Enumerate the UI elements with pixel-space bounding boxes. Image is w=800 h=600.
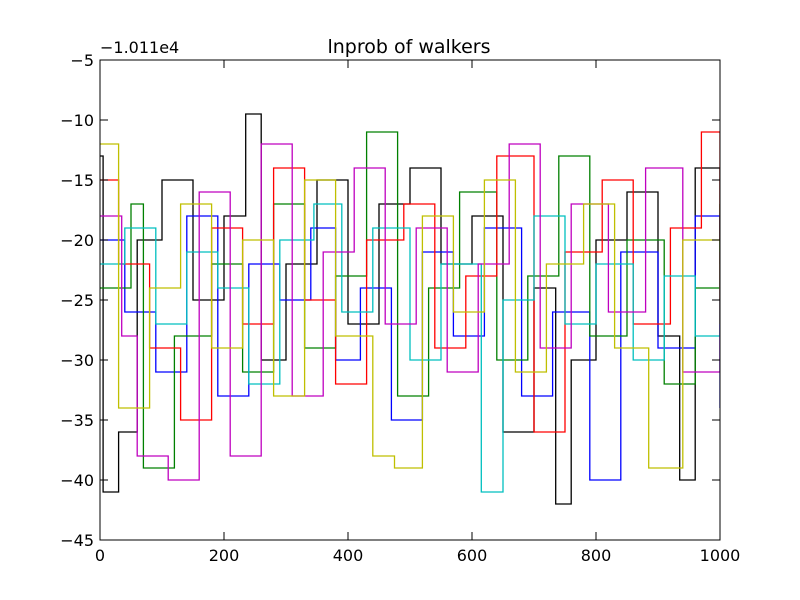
x-tick-label: 0 — [95, 546, 105, 565]
walker-series-line-5 — [100, 203, 720, 493]
y-tick-label: −25 — [60, 291, 94, 310]
y-tick-label: −20 — [60, 231, 94, 250]
y-tick-label: −10 — [60, 111, 94, 130]
walker-series-line-7 — [100, 143, 720, 469]
walker-series-line-2 — [100, 215, 720, 481]
x-tick-label: 1000 — [700, 546, 741, 565]
walker-series-line-4 — [100, 131, 720, 433]
y-offset-label: −1.011e4 — [100, 38, 179, 57]
ticks-layer: 0 200 400 600 800 1000 −5 −10 −15 −20 −25 −30 −35 −40… — [60, 51, 740, 565]
x-tick-label: 200 — [209, 546, 240, 565]
chart-title: lnprob of walkers — [327, 36, 490, 58]
y-tick-label: −45 — [60, 531, 94, 550]
x-tick-label: 400 — [333, 546, 364, 565]
x-tick-label: 600 — [457, 546, 488, 565]
y-tick-label: −40 — [60, 471, 94, 490]
x-tick-label: 800 — [581, 546, 612, 565]
y-tick-label: −30 — [60, 351, 94, 370]
walker-series-line-6 — [100, 143, 720, 481]
y-tick-label: −15 — [60, 171, 94, 190]
series-layer — [100, 113, 720, 505]
y-tick-label: −5 — [70, 51, 94, 70]
y-tick-label: −35 — [60, 411, 94, 430]
